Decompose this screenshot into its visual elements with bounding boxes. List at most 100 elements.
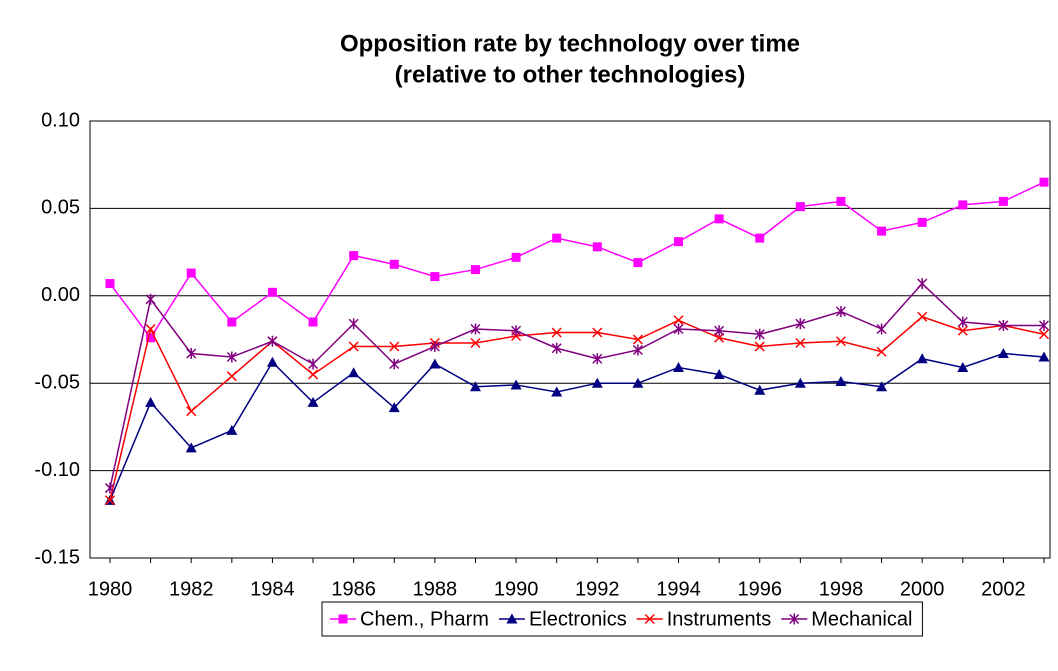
x-tick-label: 1982 [169, 578, 214, 600]
marker [267, 287, 277, 297]
marker [673, 361, 685, 372]
marker [754, 384, 766, 395]
marker [145, 396, 157, 407]
marker [104, 482, 116, 494]
marker [308, 317, 318, 327]
x-tick-label: 2000 [900, 578, 945, 600]
marker [552, 233, 562, 243]
x-tick-label: 1994 [656, 578, 701, 600]
marker [877, 226, 887, 236]
x-tick-label: 1990 [494, 578, 539, 600]
x-tick-label: 1986 [331, 578, 376, 600]
marker [226, 424, 238, 435]
marker [713, 368, 725, 379]
marker [105, 279, 115, 289]
y-tick-label: 0.05 [41, 197, 80, 219]
marker [267, 335, 278, 347]
marker [551, 386, 563, 397]
y-tick-label: -0.15 [34, 546, 80, 568]
chart-title: (relative to other technologies) [395, 61, 746, 88]
marker [510, 379, 522, 390]
series-line [109, 181, 1045, 340]
marker [592, 242, 602, 252]
marker [917, 278, 928, 290]
marker [644, 613, 655, 625]
marker [349, 251, 359, 261]
series-line [109, 315, 1045, 501]
marker [673, 315, 684, 326]
legend-label: Instruments [667, 608, 771, 630]
marker [836, 196, 846, 206]
marker [714, 214, 724, 224]
marker [389, 259, 399, 269]
marker [185, 442, 197, 453]
marker [266, 356, 278, 367]
marker [430, 272, 440, 282]
marker [470, 323, 481, 335]
marker [917, 311, 928, 322]
y-tick-label: -0.05 [34, 371, 80, 393]
marker [632, 344, 643, 356]
marker [389, 358, 400, 370]
marker [795, 318, 806, 330]
x-tick-label: 1998 [819, 578, 864, 600]
marker [186, 406, 197, 417]
marker [714, 325, 725, 337]
marker [348, 367, 360, 378]
x-tick-label: 2002 [981, 578, 1026, 600]
marker [227, 317, 237, 327]
marker [1038, 320, 1050, 332]
marker [997, 347, 1009, 358]
plot-border [89, 120, 1051, 559]
marker [1038, 329, 1050, 340]
marker [551, 342, 562, 354]
marker [388, 402, 400, 413]
marker [348, 318, 359, 330]
marker [511, 252, 521, 262]
marker [754, 328, 765, 340]
marker [470, 337, 481, 349]
marker [511, 325, 522, 337]
marker [958, 200, 968, 210]
marker [470, 265, 480, 275]
marker [348, 341, 359, 352]
legend-box [321, 601, 923, 637]
marker [795, 337, 806, 349]
y-tick-label: -0.10 [34, 459, 80, 481]
marker [308, 358, 319, 370]
marker [876, 323, 887, 335]
marker [186, 347, 197, 359]
y-tick-label: 0.00 [41, 284, 80, 306]
marker [226, 371, 237, 382]
marker [592, 327, 603, 338]
marker [338, 614, 348, 624]
x-tick-label: 1984 [250, 578, 295, 600]
marker [794, 377, 806, 388]
legend: Chem., Pharm Electronics Instruments Mechan… [321, 601, 923, 637]
marker [1038, 351, 1050, 362]
marker [104, 495, 116, 506]
marker [835, 336, 846, 347]
marker [145, 323, 156, 335]
marker [916, 353, 928, 364]
legend-label: Electronics [529, 608, 627, 630]
marker [551, 327, 562, 338]
x-tick-label: 1988 [413, 578, 458, 600]
marker [876, 346, 887, 357]
chart-title: Opposition rate by technology over time [340, 30, 800, 57]
marker [632, 377, 644, 388]
marker [673, 323, 684, 335]
marker [789, 613, 800, 625]
marker [506, 613, 518, 624]
marker [633, 258, 643, 268]
marker [429, 340, 440, 352]
series-line [109, 282, 1044, 489]
x-tick-label: 1996 [737, 578, 782, 600]
marker [957, 361, 969, 372]
marker [307, 396, 319, 407]
marker [429, 358, 441, 369]
marker [591, 377, 603, 388]
marker [957, 325, 968, 336]
marker [755, 233, 765, 243]
